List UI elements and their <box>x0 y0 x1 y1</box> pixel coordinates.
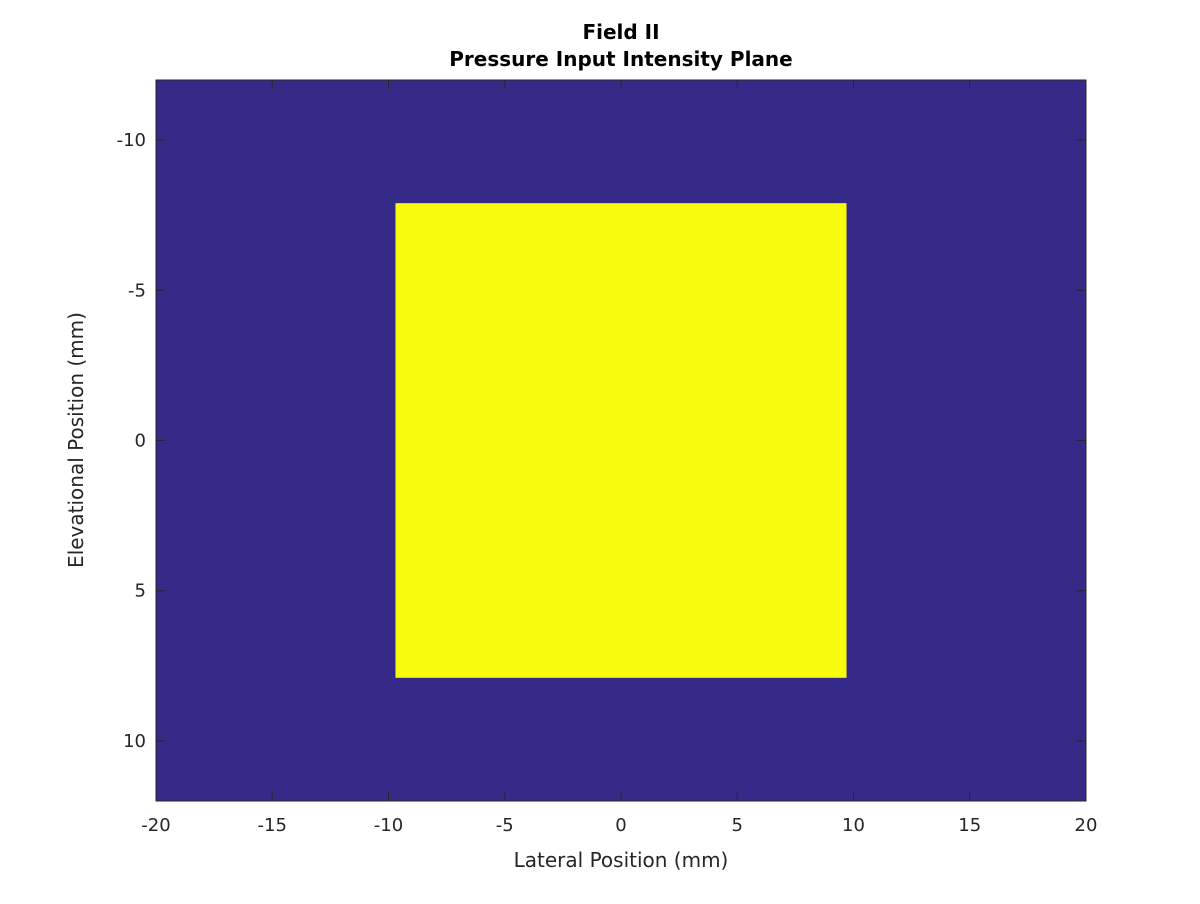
x-tick-label: -15 <box>258 815 287 836</box>
y-tick-label: -10 <box>117 130 146 151</box>
x-tick-label: 0 <box>615 815 626 836</box>
y-axis-label: Elevational Position (mm) <box>64 312 88 568</box>
x-tick-label: -20 <box>141 815 170 836</box>
x-tick-label: 20 <box>1075 815 1098 836</box>
y-tick-label: 0 <box>135 431 146 452</box>
heatmap-region-1 <box>395 203 847 678</box>
y-tick-label: -5 <box>128 280 146 301</box>
y-tick-label: 5 <box>135 581 146 602</box>
y-axis-ticks: -10 -5 0 5 10 <box>117 130 1086 752</box>
x-tick-label: 5 <box>732 815 743 836</box>
x-axis-ticks: -20 -15 -10 -5 0 5 10 15 20 <box>141 80 1097 836</box>
x-tick-label: 10 <box>842 815 865 836</box>
x-tick-label: -10 <box>374 815 403 836</box>
x-axis-label: Lateral Position (mm) <box>514 848 729 872</box>
x-tick-label: 15 <box>958 815 981 836</box>
chart-title: Field II <box>582 20 659 44</box>
chart-subtitle: Pressure Input Intensity Plane <box>449 47 792 71</box>
y-tick-label: 10 <box>123 731 146 752</box>
plot-area <box>155 79 1087 802</box>
x-tick-label: -5 <box>496 815 514 836</box>
